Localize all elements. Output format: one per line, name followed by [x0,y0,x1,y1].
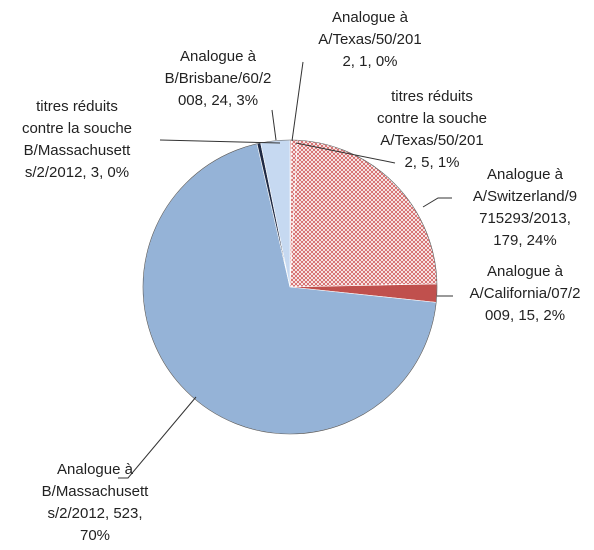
data-label: Analogue à [332,9,409,26]
pie-outline [142,139,438,435]
data-label: B/Massachusett [24,142,132,159]
data-label: s/2/2012, 3, 0% [25,164,129,181]
data-label: 2, 1, 0% [342,53,397,70]
data-label: A/Switzerland/9 [473,188,577,205]
data-label: B/Brisbane/60/2 [165,70,272,87]
leader-line [295,142,396,164]
data-label: Analogue à [57,461,134,478]
leader-line [271,109,277,141]
data-label: A/Texas/50/201 [380,132,483,149]
data-label: Analogue à [487,263,564,280]
data-label: 008, 24, 3% [178,92,258,109]
data-label: A/Texas/50/201 [318,31,421,48]
data-label: s/2/2012, 523, [47,505,142,522]
data-label: 70% [80,527,110,544]
data-label: Analogue à [180,48,257,65]
data-label: A/California/07/2 [470,285,581,302]
data-label: 715293/2013, [479,210,571,227]
data-label: titres réduits [391,88,473,105]
data-label: titres réduits [36,98,118,115]
leader-line [159,139,281,144]
data-label: 179, 24% [493,232,556,249]
data-label: 009, 15, 2% [485,307,565,324]
data-label: B/Massachusett [42,483,150,500]
leader-line [118,396,197,479]
leader-line [422,197,452,208]
data-label: contre la souche [377,110,487,127]
leader-line [291,61,304,142]
data-label: 2, 5, 1% [404,154,459,171]
data-label: contre la souche [22,120,132,137]
data-label: Analogue à [487,166,564,183]
